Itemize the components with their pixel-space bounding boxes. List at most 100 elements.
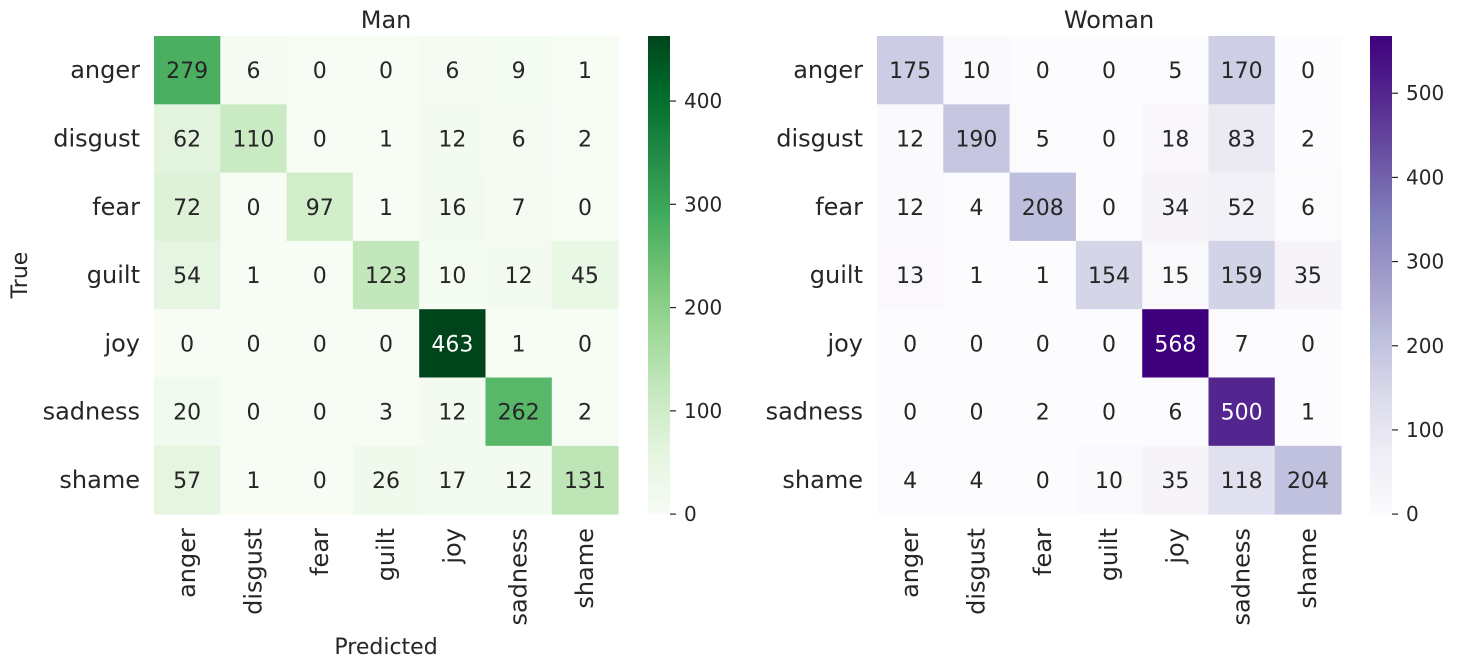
cell-value-label: 568: [1154, 332, 1196, 357]
cell-value-label: 45: [571, 264, 599, 289]
heatmap-cell: [1075, 104, 1143, 174]
heatmap-cell: [1274, 104, 1342, 174]
heatmap-cell: [1208, 377, 1276, 447]
x-tick-label: shame: [571, 528, 599, 609]
cell-value-label: 0: [969, 401, 983, 426]
heatmap-cell: [1009, 172, 1077, 242]
cell-value-label: 16: [438, 196, 466, 221]
heatmap-cell: [1075, 445, 1143, 515]
cell-value-label: 13: [896, 264, 924, 289]
x-tick-label: guilt: [1095, 528, 1123, 581]
cell-value-label: 4: [903, 469, 917, 494]
cell-value-label: 35: [1161, 469, 1189, 494]
colorbar-tick-label: 100: [1406, 418, 1444, 442]
heatmap-cell: [1075, 36, 1143, 105]
cell-value-label: 3: [379, 401, 393, 426]
heatmap-cell: [352, 377, 420, 447]
x-tick-label: sadness: [505, 528, 533, 625]
cell-value-label: 175: [889, 59, 931, 84]
cell-value-label: 0: [578, 332, 592, 357]
cell-value-label: 1: [1301, 401, 1315, 426]
x-tick-label: fear: [1029, 528, 1057, 576]
cell-value-label: 0: [1036, 59, 1050, 84]
heatmap-cell: [551, 172, 619, 242]
heatmap-cell: [1009, 104, 1077, 174]
heatmap-cell: [1208, 445, 1276, 515]
cell-value-label: 12: [896, 127, 924, 152]
y-tick-label: anger: [70, 56, 140, 84]
cell-value-label: 1: [512, 332, 526, 357]
cell-value-label: 18: [1161, 127, 1189, 152]
heatmap-cell: [1142, 172, 1209, 242]
heatmap-cell: [220, 36, 288, 105]
cell-value-label: 12: [438, 401, 466, 426]
cell-value-label: 0: [379, 332, 393, 357]
cell-value-label: 6: [445, 59, 459, 84]
cell-value-label: 9: [512, 59, 526, 84]
y-tick-label: disgust: [53, 124, 140, 152]
heatmap-cell: [419, 240, 486, 310]
y-tick-label: anger: [793, 56, 863, 84]
cell-value-label: 0: [246, 196, 260, 221]
heatmap-cell: [1142, 377, 1209, 447]
cell-value-label: 131: [564, 469, 606, 494]
cell-value-label: 83: [1228, 127, 1256, 152]
cell-value-label: 0: [1102, 127, 1116, 152]
cell-value-label: 15: [1161, 264, 1189, 289]
cell-value-label: 208: [1022, 196, 1064, 221]
heatmap-cell: [943, 240, 1011, 310]
heatmap-cell: [1142, 309, 1209, 378]
heatmap-cell: [1009, 309, 1077, 378]
heatmap-cell: [352, 309, 420, 378]
heatmap-cell: [877, 36, 944, 105]
heatmap-cell: [220, 445, 288, 515]
cell-value-label: 1: [379, 127, 393, 152]
heatmap-cell: [943, 36, 1011, 105]
cell-value-label: 0: [578, 196, 592, 221]
cell-value-label: 0: [1102, 59, 1116, 84]
heatmap-cell: [485, 104, 553, 174]
cell-value-label: 0: [313, 332, 327, 357]
cell-value-label: 54: [173, 264, 201, 289]
cell-value-label: 0: [1102, 401, 1116, 426]
heatmap-cell: [419, 36, 486, 105]
heatmap-cell: [286, 377, 354, 447]
heatmap-cell: [485, 377, 553, 447]
heatmap-cell: [286, 172, 354, 242]
cell-value-label: 190: [955, 127, 997, 152]
x-tick-label: anger: [173, 528, 201, 598]
heatmap-cell: [877, 309, 944, 378]
x-tick-label: joy: [438, 528, 466, 565]
heatmap-cell: [485, 172, 553, 242]
heatmap-cell: [220, 172, 288, 242]
x-tick-label: joy: [1161, 528, 1189, 565]
cell-value-label: 0: [1102, 196, 1116, 221]
cell-value-label: 12: [505, 264, 533, 289]
heatmap-cell: [286, 104, 354, 174]
heatmap-cell: [220, 377, 288, 447]
heatmap-cell: [154, 377, 221, 447]
y-tick-label: guilt: [810, 261, 863, 289]
colorbar-tick-label: 200: [684, 296, 722, 320]
y-tick-label: sadness: [43, 398, 140, 426]
cell-value-label: 0: [180, 332, 194, 357]
cell-value-label: 10: [1095, 469, 1123, 494]
cell-value-label: 7: [512, 196, 526, 221]
colorbar-tick-label: 400: [1406, 165, 1444, 189]
cell-value-label: 170: [1221, 59, 1263, 84]
heatmap-cell: [220, 104, 288, 174]
heatmap-cell: [154, 309, 221, 378]
cell-value-label: 4: [969, 196, 983, 221]
y-tick-label: joy: [103, 329, 140, 357]
colorbar-tick-label: 400: [684, 89, 722, 113]
y-tick-label: sadness: [766, 398, 863, 426]
heatmap-cell: [877, 172, 944, 242]
heatmap-cell: [286, 36, 354, 105]
heatmap-cell: [485, 309, 553, 378]
x-axis-label: Predicted: [334, 635, 437, 660]
heatmap-cell: [352, 445, 420, 515]
heatmap-cell: [1274, 240, 1342, 310]
cell-value-label: 10: [438, 264, 466, 289]
cell-value-label: 0: [1301, 59, 1315, 84]
